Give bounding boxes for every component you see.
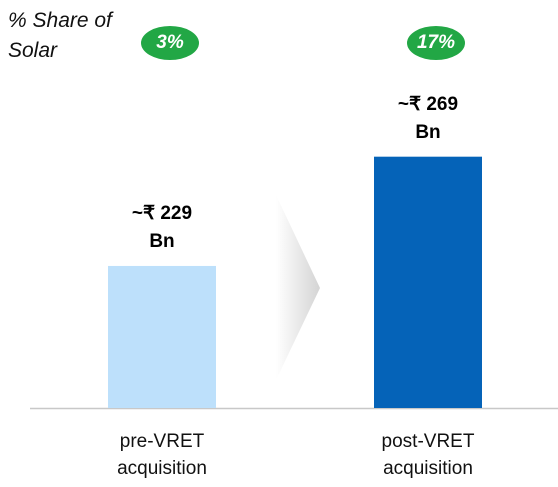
arrow <box>276 195 320 380</box>
value-label: ~₹ 269 Bn <box>397 93 459 143</box>
share-badge: 17% <box>407 26 465 60</box>
share-badge: 3% <box>141 26 199 60</box>
share-label: % Share of Solar <box>8 9 112 62</box>
bar <box>374 156 482 408</box>
bar <box>108 265 216 408</box>
x-tick-label: pre-VRET acquisition <box>117 431 207 479</box>
x-tick-label: post-VRET acquisition <box>381 431 475 479</box>
value-label: ~₹ 229 Bn <box>131 202 193 252</box>
